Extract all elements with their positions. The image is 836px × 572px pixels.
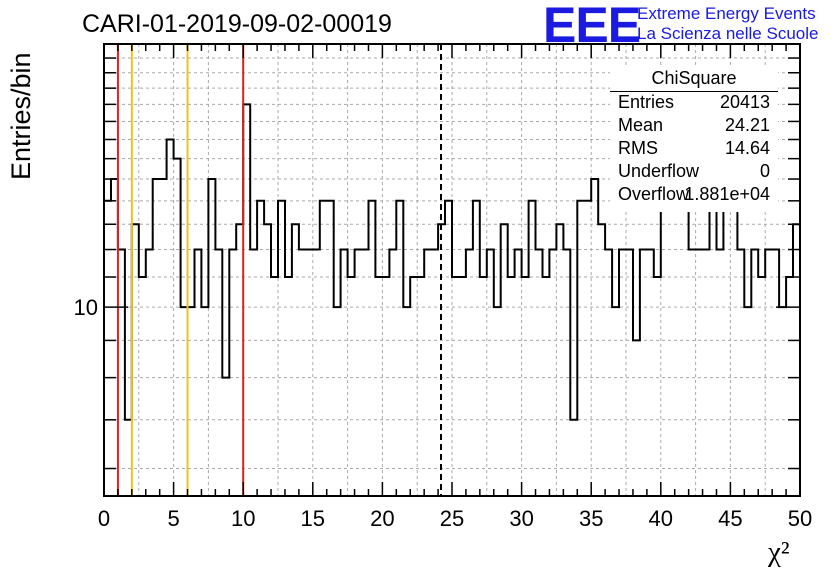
stats-box: ChiSquare Entries 20413 Mean 24.21 RMS 1… [610,66,778,212]
x-tick-label: 30 [509,506,533,531]
stats-row: Overflow 1.881e+04 [618,184,770,206]
x-axis-label: χ² [768,536,790,569]
stats-value: 14.64 [724,138,770,158]
tick-labels: 0 5 10 15 20 25 30 35 40 45 50 10 [74,295,813,531]
stats-key: Entries [618,92,675,112]
stats-key: Underflow [618,161,700,181]
x-tick-label: 15 [301,506,325,531]
x-axis-label-text: χ² [768,536,790,568]
stats-value: 1.881e+04 [684,184,770,204]
brand-line-2: La Scienza nelle Scuole [637,24,819,43]
y-axis-label: Entries/bin [6,52,36,180]
stats-value: 0 [759,161,770,181]
stats-key: Mean [618,115,664,135]
axis-ticks [103,44,801,496]
stats-row: Mean 24.21 [618,115,770,137]
stats-value: 24.21 [724,115,770,135]
stats-value: 20413 [719,92,770,112]
x-tick-label: 10 [231,506,255,531]
x-tick-label: 0 [98,506,110,531]
x-tick-label: 25 [440,506,464,531]
eee-logo: EEE [543,0,641,53]
stats-key: RMS [618,138,658,158]
chart-title: CARI-01-2019-09-02-00019 [82,10,392,38]
stats-row: Underflow 0 [618,161,770,183]
y-tick-label: 10 [74,295,98,320]
stats-title: ChiSquare [651,68,737,88]
x-tick-label: 20 [370,506,394,531]
stats-key: Overflow [618,184,690,204]
x-tick-label: 40 [649,506,673,531]
marker-lines [116,44,443,496]
stats-row: RMS 14.64 [618,138,770,160]
stats-divider [610,91,778,92]
brand-line-1: Extreme Energy Events [637,4,816,23]
x-tick-label: 5 [167,506,179,531]
x-tick-label: 45 [718,506,742,531]
stats-row: Entries 20413 [618,92,770,114]
x-tick-label: 35 [579,506,603,531]
x-tick-label: 50 [788,506,812,531]
